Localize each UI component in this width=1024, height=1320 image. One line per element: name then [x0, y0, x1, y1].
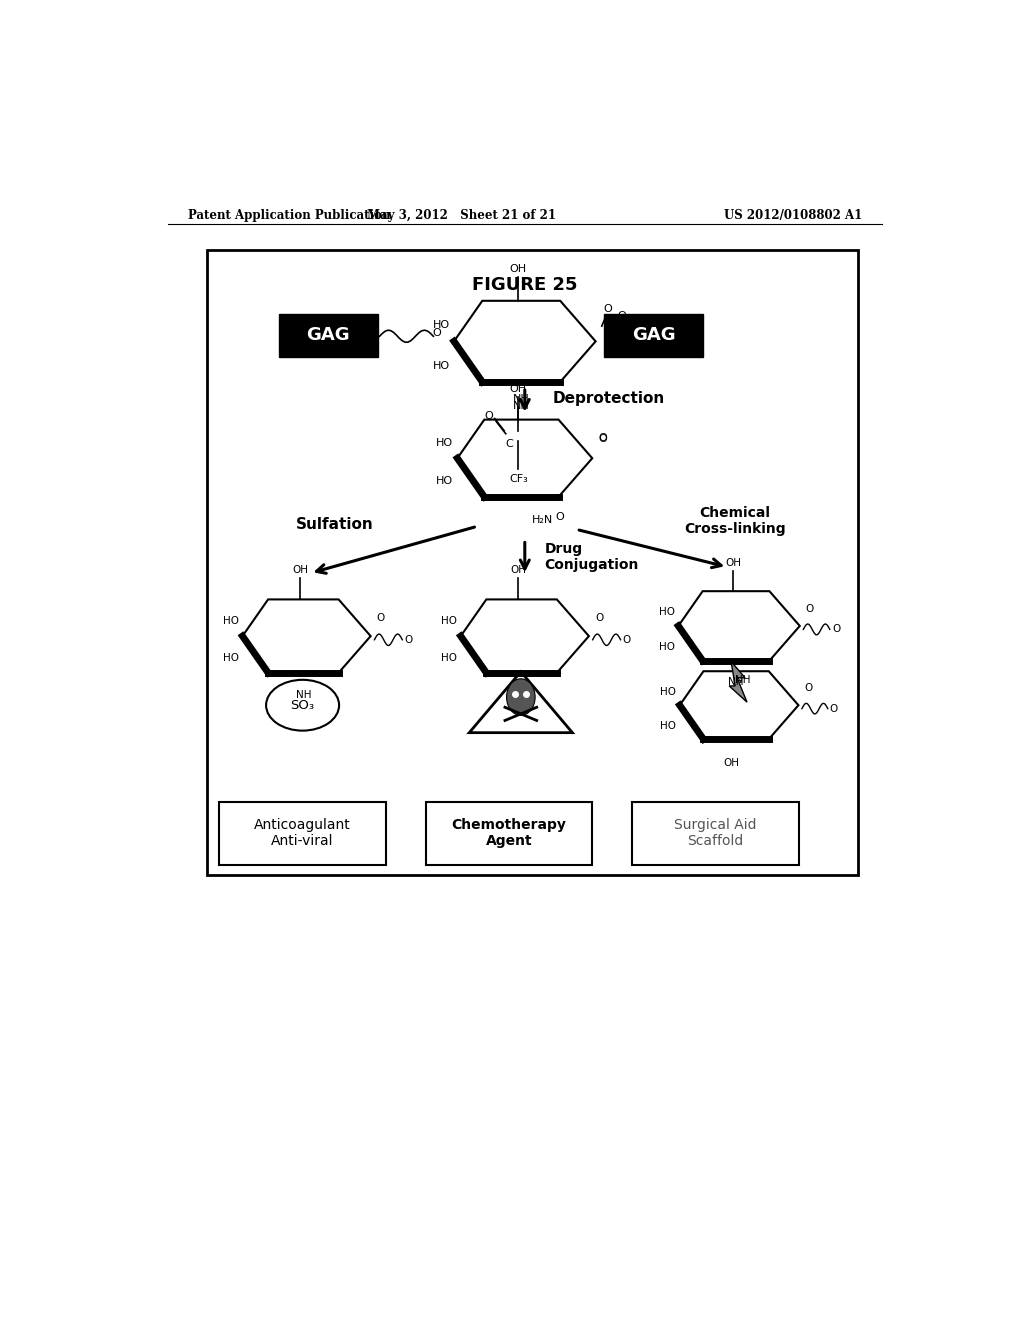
Bar	[279, 314, 378, 356]
Bar	[604, 314, 703, 356]
Text: O: O	[623, 635, 631, 644]
Text: Chemotherapy
Agent: Chemotherapy Agent	[452, 818, 566, 849]
Text: O: O	[404, 635, 413, 644]
Text: O: O	[829, 704, 838, 714]
Circle shape	[507, 678, 536, 715]
Text: HO: HO	[658, 607, 675, 616]
Text: OH: OH	[292, 565, 308, 576]
Text: O: O	[555, 512, 564, 523]
Text: OH: OH	[509, 264, 526, 275]
Text: Patent Application Publication: Patent Application Publication	[187, 209, 390, 222]
Text: May 3, 2012   Sheet 21 of 21: May 3, 2012 Sheet 21 of 21	[367, 209, 556, 222]
Text: O: O	[617, 312, 627, 321]
Text: OH: OH	[723, 758, 739, 767]
Text: O: O	[484, 412, 493, 421]
Text: Drug
Conjugation: Drug Conjugation	[545, 541, 639, 572]
Text: FIGURE 25: FIGURE 25	[472, 276, 578, 294]
Text: Anticoagulant
Anti-viral: Anticoagulant Anti-viral	[254, 818, 351, 849]
Text: O: O	[432, 329, 441, 338]
Text: HO: HO	[222, 616, 239, 627]
Text: NH: NH	[296, 690, 311, 700]
Text: O: O	[603, 305, 612, 314]
Text: O: O	[831, 624, 840, 635]
Text: NH: NH	[514, 690, 529, 700]
Text: O: O	[377, 612, 385, 623]
Text: NH: NH	[735, 675, 751, 685]
Bar	[207, 249, 858, 875]
Text: HO: HO	[436, 438, 454, 447]
Text: Surgical Aid
Scaffold: Surgical Aid Scaffold	[674, 818, 757, 849]
Text: HO: HO	[441, 653, 457, 663]
Text: O: O	[599, 434, 607, 444]
Text: O: O	[806, 603, 814, 614]
Bar	[632, 801, 799, 865]
Text: O: O	[599, 433, 607, 444]
Text: O: O	[595, 612, 603, 623]
Text: O: O	[602, 315, 611, 326]
Text: HO: HO	[436, 477, 454, 486]
Text: HO: HO	[660, 721, 676, 730]
Text: OH: OH	[510, 384, 526, 395]
Text: Chemical
Cross-linking: Chemical Cross-linking	[684, 506, 785, 536]
Text: OH: OH	[510, 565, 526, 576]
Text: NH: NH	[512, 395, 529, 404]
Text: GAG: GAG	[306, 326, 350, 345]
Bar	[426, 801, 592, 865]
Text: HO: HO	[658, 642, 675, 652]
Text: O: O	[804, 684, 812, 693]
Text: Sulfation: Sulfation	[296, 517, 373, 532]
Text: HO: HO	[222, 653, 239, 663]
Text: NH: NH	[728, 677, 743, 688]
Text: OH: OH	[725, 558, 741, 569]
Bar	[219, 801, 386, 865]
Text: CF₃: CF₃	[509, 474, 527, 484]
Text: HO: HO	[660, 686, 676, 697]
Text: Deprotection: Deprotection	[553, 391, 665, 407]
Text: HO: HO	[433, 321, 450, 330]
Text: SO₃: SO₃	[291, 698, 314, 711]
Text: H₂N: H₂N	[531, 515, 553, 525]
Text: HO: HO	[433, 360, 450, 371]
Text: US 2012/0108802 A1: US 2012/0108802 A1	[724, 209, 862, 222]
Text: GAG: GAG	[632, 326, 676, 345]
Polygon shape	[729, 661, 748, 702]
Text: HO: HO	[441, 616, 457, 627]
Text: NH: NH	[513, 401, 529, 411]
Text: C: C	[505, 438, 513, 449]
